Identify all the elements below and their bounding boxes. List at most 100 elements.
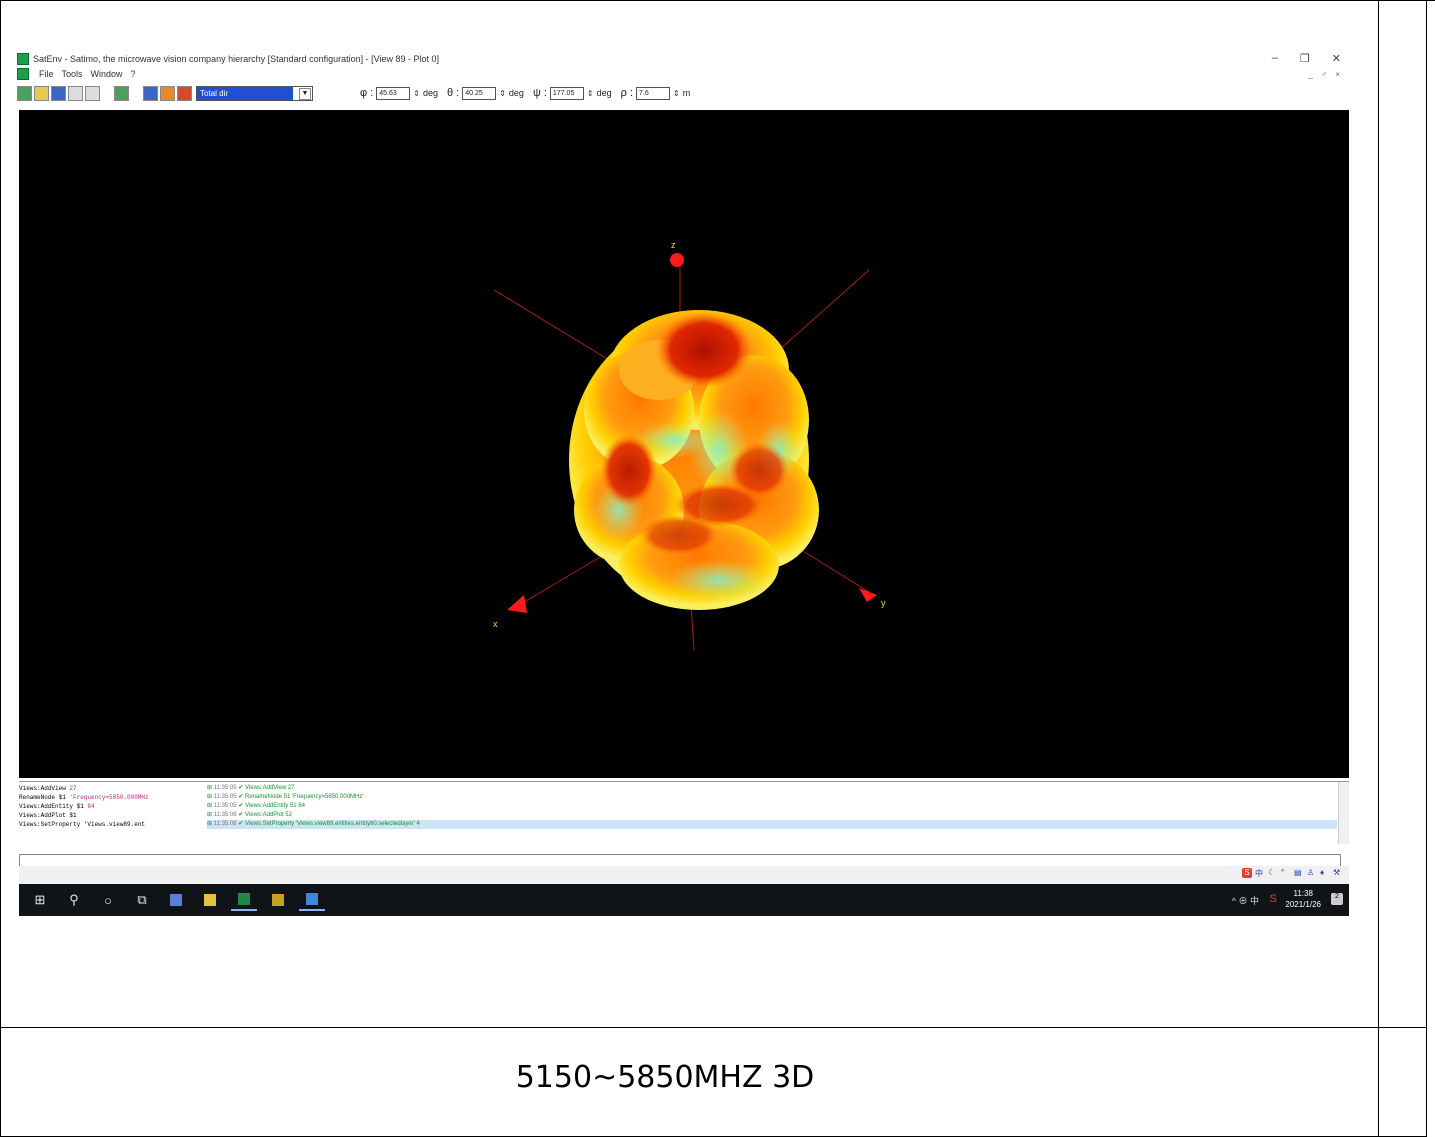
svg-text:z: z bbox=[671, 240, 676, 250]
maximize-button[interactable]: ❐ bbox=[1299, 53, 1310, 65]
command-row[interactable]: Views:SetProperty 'Views.view89.ent bbox=[19, 820, 199, 829]
log-row[interactable]: ⊞ 11:35:05 ✔ RenameNode 51 'Frequency=58… bbox=[207, 794, 364, 800]
rho-label: ρ : bbox=[620, 87, 634, 99]
command-arg: 84 bbox=[87, 803, 95, 810]
calculator-icon[interactable] bbox=[163, 890, 189, 910]
refresh-icon[interactable] bbox=[114, 85, 129, 101]
log-text: RenameNode 51 'Frequency=5850.000MHz' bbox=[245, 794, 364, 800]
menu-help[interactable]: ? bbox=[130, 69, 136, 79]
satenv-screenshot: SatEnv - Satimo, the microwave vision co… bbox=[15, 48, 1351, 916]
log-row[interactable]: ⊞ 11:35:06 ✔ Views:AddPlot 52 bbox=[207, 812, 292, 818]
log-text: Views:AddEntity 51 84 bbox=[245, 803, 305, 809]
file-explorer-icon[interactable] bbox=[197, 890, 223, 910]
menu-bar: File Tools Window ? bbox=[15, 68, 136, 80]
command-text: RenameNode $1 bbox=[19, 794, 70, 801]
windows-taskbar: ⊞ ⚲ ○ ⧉ ^ ⊕ 中 S 11:38 2021/1/26 2 bbox=[19, 884, 1349, 916]
3d-viewport[interactable]: z x y bbox=[19, 110, 1349, 778]
window-controls: – ❐ ✕ bbox=[1272, 52, 1341, 65]
theta-input[interactable]: 40.25 bbox=[462, 86, 497, 100]
print-icon[interactable] bbox=[85, 85, 100, 101]
theta-spinner-icon[interactable]: ⇕ bbox=[499, 88, 506, 98]
undo-icon[interactable] bbox=[68, 85, 83, 101]
clock-time: 11:38 bbox=[1293, 889, 1313, 898]
new-icon[interactable] bbox=[17, 85, 32, 101]
axis-arrow-markers bbox=[507, 253, 877, 613]
menu-file[interactable]: File bbox=[39, 69, 54, 79]
chart-app-icon[interactable] bbox=[265, 890, 291, 910]
search-icon[interactable]: ⚲ bbox=[69, 892, 79, 907]
psi-unit: deg bbox=[596, 88, 612, 98]
task-view-icon[interactable]: ⧉ bbox=[137, 892, 147, 907]
pattern-cool-regions bbox=[594, 410, 801, 600]
psi-spinner-icon[interactable]: ⇕ bbox=[586, 88, 594, 98]
notification-icon[interactable]: 2 bbox=[1331, 893, 1343, 905]
doc-border-top bbox=[0, 0, 1435, 1]
log-time: 11:35:06 bbox=[213, 812, 237, 818]
system-tray[interactable]: ^ ⊕ 中 bbox=[1231, 896, 1259, 906]
command-arg: 27 bbox=[65, 785, 77, 792]
rho-input[interactable]: 7.6 bbox=[636, 86, 671, 100]
start-icon[interactable]: ⊞ bbox=[34, 892, 46, 907]
command-row[interactable]: RenameNode $1 'Frequency=5850.000MHz bbox=[19, 793, 199, 802]
phi-input[interactable]: 45.63 bbox=[376, 86, 411, 100]
log-time: 11:35:05 bbox=[213, 785, 237, 791]
chevron-down-icon[interactable]: ▼ bbox=[299, 87, 311, 100]
status-bar: S 中 ☾ ° ▤ ♙ ♦ ⚒ bbox=[19, 866, 1349, 884]
ime-punct-icon[interactable]: ° bbox=[1281, 868, 1285, 877]
title-bar: SatEnv - Satimo, the microwave vision co… bbox=[15, 52, 1351, 66]
svg-text:x: x bbox=[493, 619, 498, 629]
radiation-pattern-3d[interactable]: z x y bbox=[19, 110, 1349, 778]
log-row[interactable]: ⊞ 11:35:05 ✔ Views:AddView 27 bbox=[207, 785, 295, 791]
ime-toolbar: S 中 ☾ ° ▤ ♙ ♦ ⚒ bbox=[1242, 868, 1343, 878]
command-row[interactable]: Views:AddEntity $1 84 bbox=[19, 802, 199, 811]
rho-spinner-icon[interactable]: ⇕ bbox=[673, 88, 680, 98]
command-text: Views:AddView bbox=[19, 785, 66, 792]
ime-moon-icon[interactable]: ☾ bbox=[1268, 868, 1276, 877]
doc-border-right-outer bbox=[1426, 0, 1427, 1137]
svg-text:y: y bbox=[881, 598, 886, 608]
log-tree[interactable]: ⊞ 11:35:05 ✔ Views:AddView 27 ⊞ 11:35:05… bbox=[207, 784, 1337, 829]
taskbar-clock[interactable]: 11:38 2021/1/26 bbox=[1285, 888, 1321, 910]
save-icon[interactable] bbox=[51, 85, 66, 101]
axis-labels: z x y bbox=[493, 240, 886, 629]
excel-icon[interactable] bbox=[231, 889, 257, 911]
log-time: 11:35:05 bbox=[213, 803, 237, 809]
close-button[interactable]: ✕ bbox=[1331, 53, 1341, 65]
app-icon bbox=[17, 53, 29, 65]
menu-window[interactable]: Window bbox=[90, 69, 123, 79]
ime-tool-icon[interactable]: ⚒ bbox=[1333, 868, 1341, 877]
satenv-taskbar-icon[interactable] bbox=[299, 889, 325, 911]
quantity-dropdown-value: Total dir bbox=[197, 86, 293, 100]
log-row-selected[interactable]: ⊞ 11:35:06 ✔ Views:SetProperty 'Views.vi… bbox=[207, 820, 1337, 829]
log-text: Views:AddPlot 52 bbox=[245, 812, 292, 818]
ime-shirt-icon[interactable]: ♦ bbox=[1320, 868, 1325, 877]
command-history[interactable]: Views:AddView 27 RenameNode $1 'Frequenc… bbox=[19, 784, 199, 829]
ime-user-icon[interactable]: ♙ bbox=[1307, 868, 1315, 877]
phi-spinner-icon[interactable]: ⇕ bbox=[413, 88, 420, 98]
text-icon[interactable] bbox=[177, 85, 192, 101]
ime-keyboard-icon[interactable]: ▤ bbox=[1294, 868, 1302, 877]
ime-zhong-icon[interactable]: 中 bbox=[1255, 869, 1263, 878]
pattern-icon[interactable] bbox=[160, 85, 175, 101]
doc-border-left bbox=[0, 0, 1, 1137]
log-row[interactable]: ⊞ 11:35:05 ✔ Views:AddEntity 51 84 bbox=[207, 803, 305, 809]
mdi-controls[interactable]: _ ♂ × bbox=[1308, 70, 1343, 79]
open-icon[interactable] bbox=[34, 85, 49, 101]
command-row[interactable]: Views:AddView 27 bbox=[19, 784, 199, 793]
command-row[interactable]: Views:AddPlot $1 bbox=[19, 811, 199, 820]
minimize-button[interactable]: – bbox=[1271, 52, 1278, 64]
sogou-tray-icon[interactable]: S bbox=[1269, 893, 1277, 905]
doc-border-mid bbox=[0, 1027, 1427, 1028]
menu-tools[interactable]: Tools bbox=[61, 69, 83, 79]
ime-s-icon[interactable]: S bbox=[1242, 868, 1252, 878]
log-scrollbar[interactable] bbox=[1338, 782, 1349, 844]
log-time: 11:35:05 bbox=[213, 794, 237, 800]
log-text: Views:SetProperty 'Views.view89.entities… bbox=[245, 821, 420, 827]
psi-input[interactable]: 177.05 bbox=[549, 86, 584, 100]
quantity-dropdown[interactable]: Total dir ▼ bbox=[196, 85, 313, 101]
phi-unit: deg bbox=[422, 88, 438, 98]
doc-icon bbox=[17, 68, 29, 80]
cortana-icon[interactable]: ○ bbox=[104, 892, 112, 908]
chart-icon[interactable] bbox=[143, 85, 158, 101]
console-panel: Views:AddView 27 RenameNode $1 'Frequenc… bbox=[19, 781, 1349, 868]
